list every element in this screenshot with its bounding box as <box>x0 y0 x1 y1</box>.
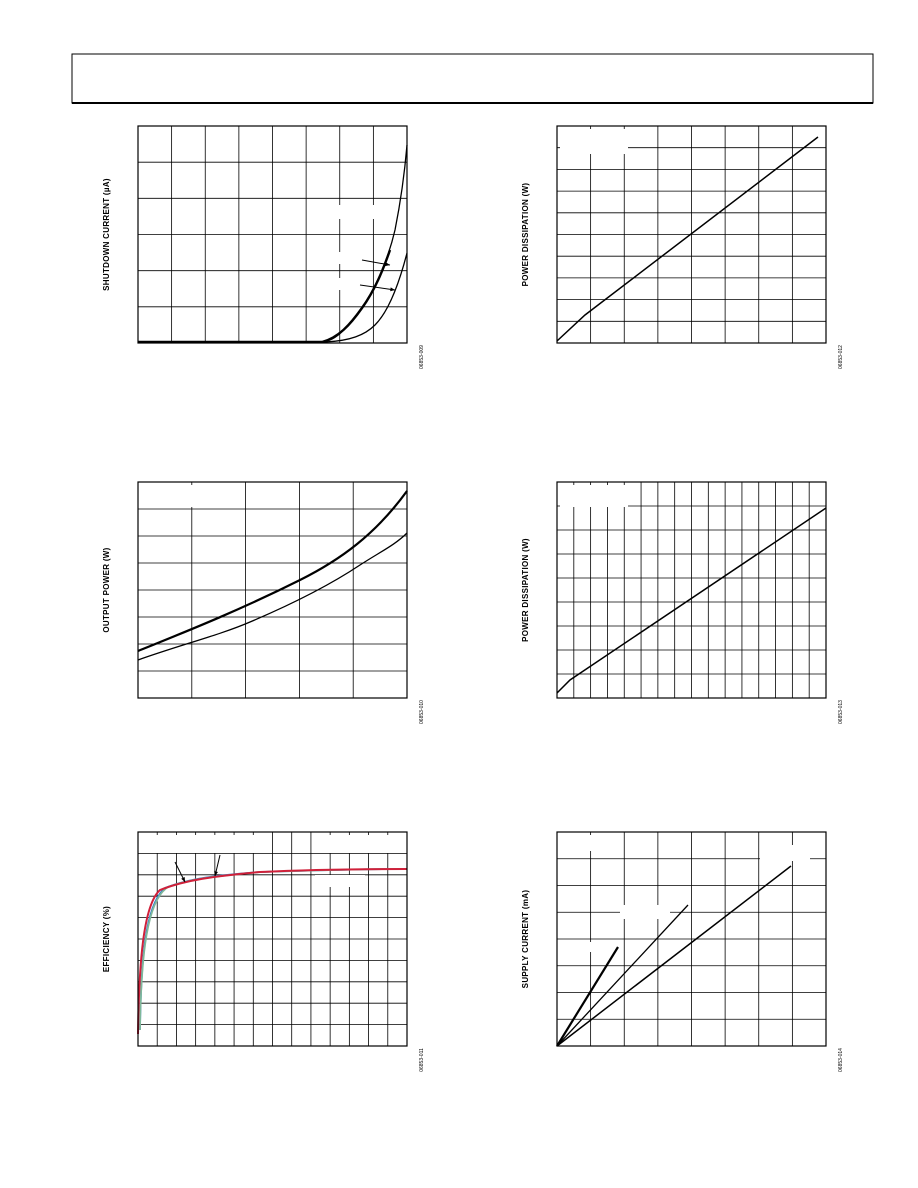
arrow <box>359 284 396 291</box>
figure: EFFICIENCY (%) 06853-011 <box>102 831 425 1072</box>
legend-area <box>330 252 360 264</box>
plot-border <box>556 831 827 1047</box>
legend-area <box>560 485 628 507</box>
figure: POWER DISSIPATION (W) 06853-013 <box>521 481 844 724</box>
legend-area <box>315 875 365 887</box>
arrow <box>361 259 391 266</box>
y-axis-label: POWER DISSIPATION (W) <box>521 538 530 642</box>
figure-code: 06853-009 <box>419 345 425 369</box>
plot-border <box>137 481 408 699</box>
figure-code: 06853-013 <box>838 700 844 724</box>
figure-code: 06853-010 <box>419 700 425 724</box>
plot-border <box>556 481 827 699</box>
curve <box>137 490 408 653</box>
figure: POWER DISSIPATION (W) 06853-012 <box>521 125 844 369</box>
figure-code: 06853-014 <box>838 1048 844 1072</box>
curve <box>137 868 408 1035</box>
curve <box>556 507 827 694</box>
plot-border <box>556 125 827 344</box>
arrow-head <box>390 287 395 292</box>
figure: SHUTDOWN CURRENT (µA) 06853-009 <box>102 125 425 369</box>
curve <box>138 252 408 343</box>
arrow-head <box>181 877 185 882</box>
curve <box>556 946 619 1047</box>
arrow-head <box>214 871 218 876</box>
curve <box>556 865 792 1047</box>
legend-area <box>141 835 261 853</box>
legend-area <box>330 278 360 290</box>
plot-border <box>137 831 408 1047</box>
legend-area <box>760 845 810 861</box>
legend-area <box>560 835 620 851</box>
legend-area <box>560 129 628 154</box>
legend-area <box>620 905 670 919</box>
arrow-head <box>385 262 390 267</box>
figure: OUTPUT POWER (W) 06853-010 <box>102 481 425 724</box>
legend-area <box>320 835 400 853</box>
y-axis-label: POWER DISSIPATION (W) <box>521 183 530 287</box>
legend-area <box>335 205 380 219</box>
curve <box>556 136 819 342</box>
header-box <box>71 53 874 104</box>
figure-code: 06853-011 <box>419 1048 425 1072</box>
y-axis-label: EFFICIENCY (%) <box>102 906 111 972</box>
plot-border <box>137 125 408 344</box>
y-axis-label: SHUTDOWN CURRENT (µA) <box>102 178 111 291</box>
curve <box>138 249 392 344</box>
y-axis-label: OUTPUT POWER (W) <box>102 547 111 632</box>
y-axis-label: SUPPLY CURRENT (mA) <box>521 890 530 989</box>
figure: SUPPLY CURRENT (mA) 06853-014 <box>521 831 844 1072</box>
figure-code: 06853-012 <box>838 345 844 369</box>
legend-area <box>141 485 213 507</box>
curve <box>556 904 689 1047</box>
curve <box>137 532 408 661</box>
legend-area <box>585 942 620 952</box>
